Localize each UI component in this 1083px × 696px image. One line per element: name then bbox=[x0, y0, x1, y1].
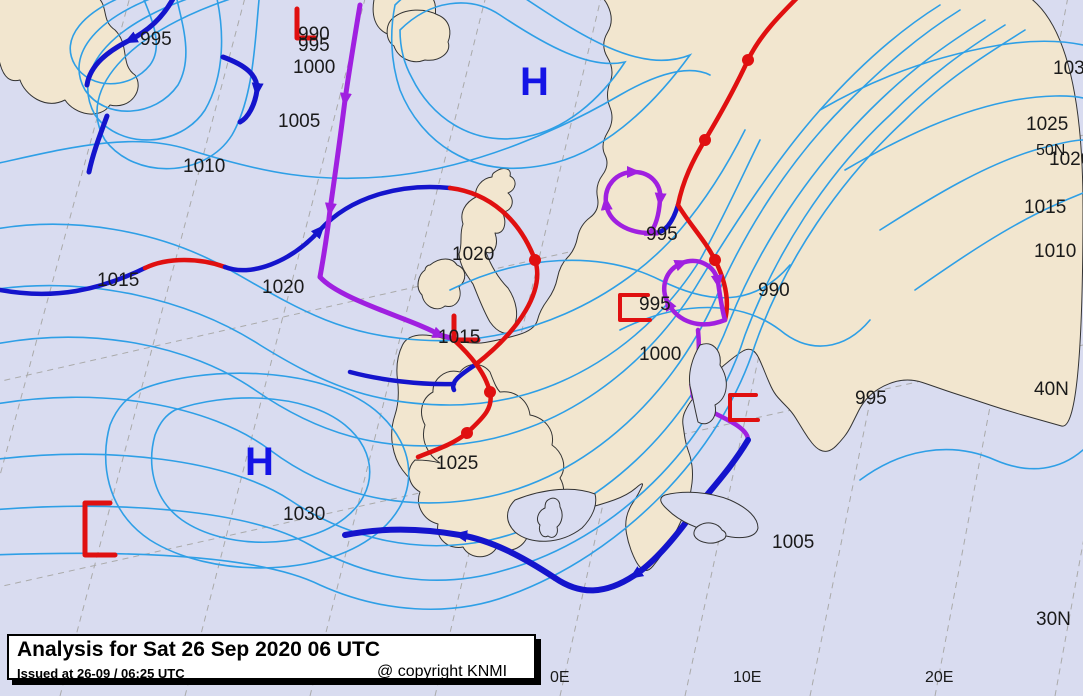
svg-text:995: 995 bbox=[140, 29, 172, 50]
svg-text:1005: 1005 bbox=[278, 111, 320, 132]
svg-text:995: 995 bbox=[639, 294, 671, 315]
svg-text:990: 990 bbox=[758, 280, 790, 301]
svg-text:1030: 1030 bbox=[283, 504, 325, 525]
svg-text:1000: 1000 bbox=[639, 344, 681, 365]
svg-text:H: H bbox=[245, 440, 274, 484]
svg-text:1015: 1015 bbox=[1024, 197, 1066, 218]
svg-text:1010: 1010 bbox=[1034, 241, 1076, 262]
svg-text:995: 995 bbox=[298, 35, 330, 56]
svg-text:1025: 1025 bbox=[436, 453, 478, 474]
svg-text:10E: 10E bbox=[733, 669, 761, 686]
svg-text:20E: 20E bbox=[925, 669, 953, 686]
svg-text:1020: 1020 bbox=[262, 277, 304, 298]
svg-text:40N: 40N bbox=[1034, 379, 1069, 400]
svg-text:995: 995 bbox=[855, 388, 887, 409]
svg-text:1025: 1025 bbox=[1026, 114, 1068, 135]
svg-text:1030: 1030 bbox=[1053, 58, 1083, 79]
svg-text:1000: 1000 bbox=[293, 57, 335, 78]
svg-text:1020: 1020 bbox=[452, 244, 494, 265]
svg-text:1005: 1005 bbox=[772, 532, 814, 553]
svg-text:50N: 50N bbox=[1036, 142, 1065, 159]
svg-text:1010: 1010 bbox=[183, 156, 225, 177]
svg-text:995: 995 bbox=[646, 224, 678, 245]
svg-text:0E: 0E bbox=[550, 669, 570, 686]
svg-text:30N: 30N bbox=[1036, 609, 1071, 630]
svg-text:H: H bbox=[520, 60, 549, 104]
svg-text:1015: 1015 bbox=[97, 270, 139, 291]
svg-text:1015: 1015 bbox=[438, 327, 480, 348]
